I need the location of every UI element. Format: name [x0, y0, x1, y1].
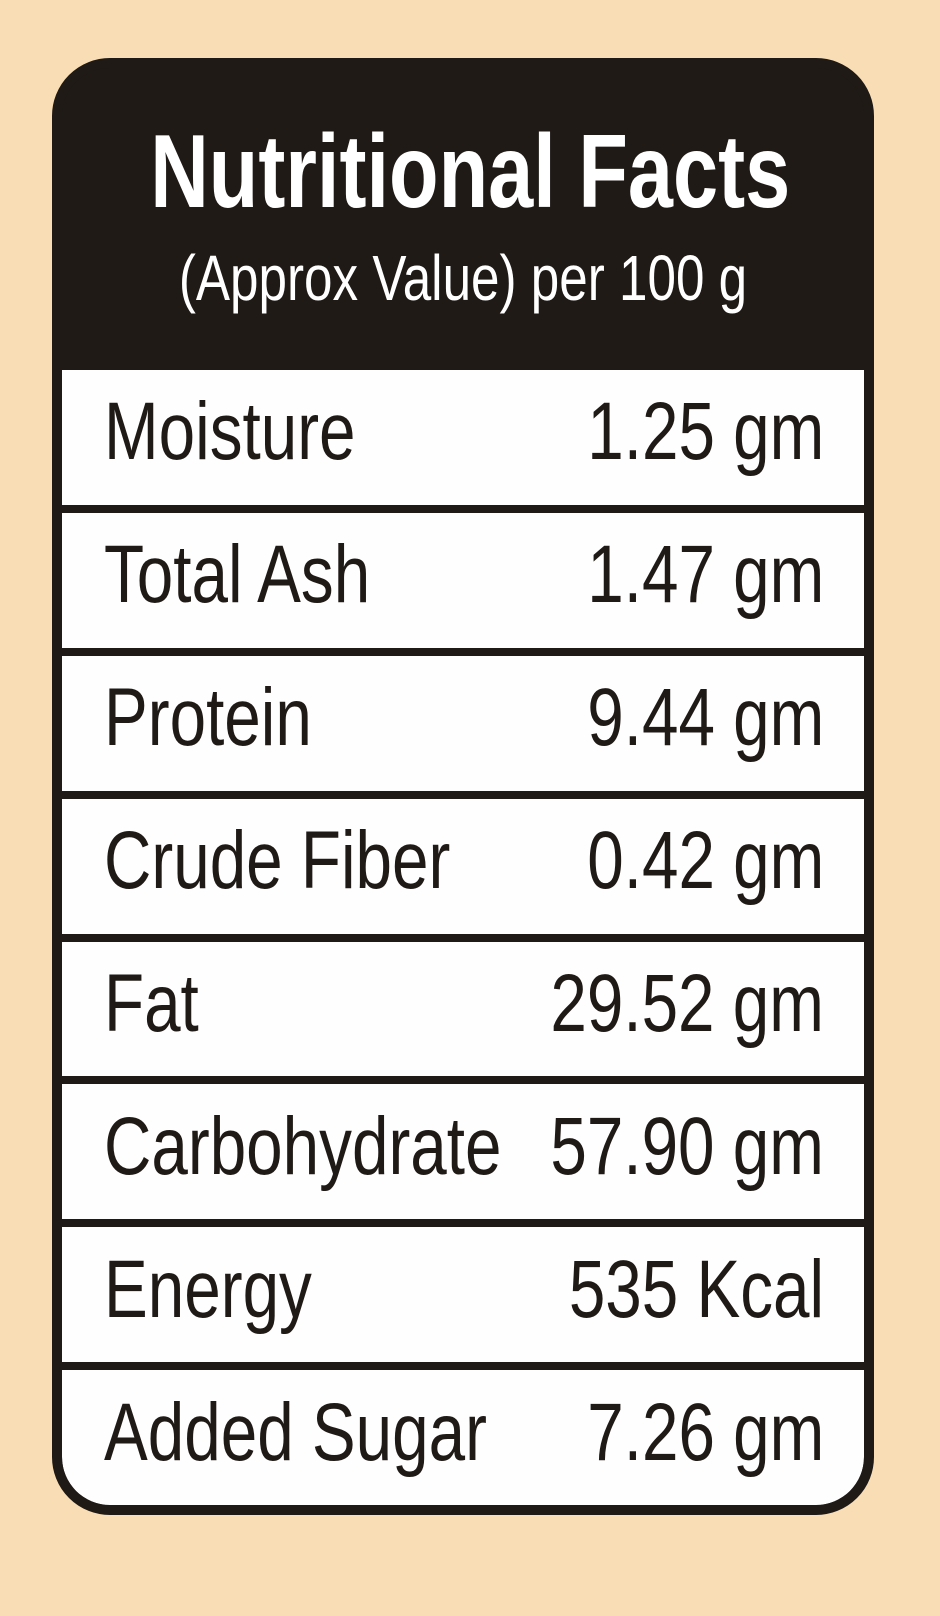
page-title: Nutritional Facts: [150, 114, 791, 230]
nutrition-header: Nutritional Facts (Approx Value) per 100…: [62, 68, 864, 370]
row-label: Added Sugar: [104, 1386, 487, 1478]
table-row: Moisture 1.25 gm: [62, 370, 864, 505]
table-row: Total Ash 1.47 gm: [62, 512, 864, 648]
row-value: 1.47 gm: [586, 529, 824, 621]
table-row: Added Sugar 7.26 gm: [62, 1370, 864, 1505]
row-label: Crude Fiber: [104, 815, 451, 907]
row-value: 29.52 gm: [550, 957, 824, 1049]
row-value: 0.42 gm: [586, 815, 824, 907]
table-row: Energy 535 Kcal: [62, 1227, 864, 1363]
row-label: Energy: [104, 1243, 312, 1335]
table-row: Protein 9.44 gm: [62, 655, 864, 791]
row-label: Carbohydrate: [104, 1100, 502, 1192]
table-row: Crude Fiber 0.42 gm: [62, 798, 864, 934]
row-value: 1.25 gm: [586, 386, 824, 478]
row-label: Moisture: [104, 386, 356, 478]
row-value: 57.90 gm: [550, 1100, 824, 1192]
table-row: Carbohydrate 57.90 gm: [62, 1084, 864, 1220]
row-label: Total Ash: [104, 529, 371, 621]
row-value: 7.26 gm: [586, 1386, 824, 1478]
row-value: 9.44 gm: [586, 672, 824, 764]
row-value: 535 Kcal: [568, 1243, 824, 1335]
nutrition-table: Moisture 1.25 gm Total Ash 1.47 gm Protein…: [62, 370, 864, 1505]
page-subtitle: (Approx Value) per 100 g: [178, 242, 748, 314]
row-label: Fat: [104, 957, 199, 1049]
nutrition-facts-card: Nutritional Facts (Approx Value) per 100…: [52, 58, 874, 1515]
table-row: Fat 29.52 gm: [62, 941, 864, 1077]
row-label: Protein: [104, 672, 312, 764]
